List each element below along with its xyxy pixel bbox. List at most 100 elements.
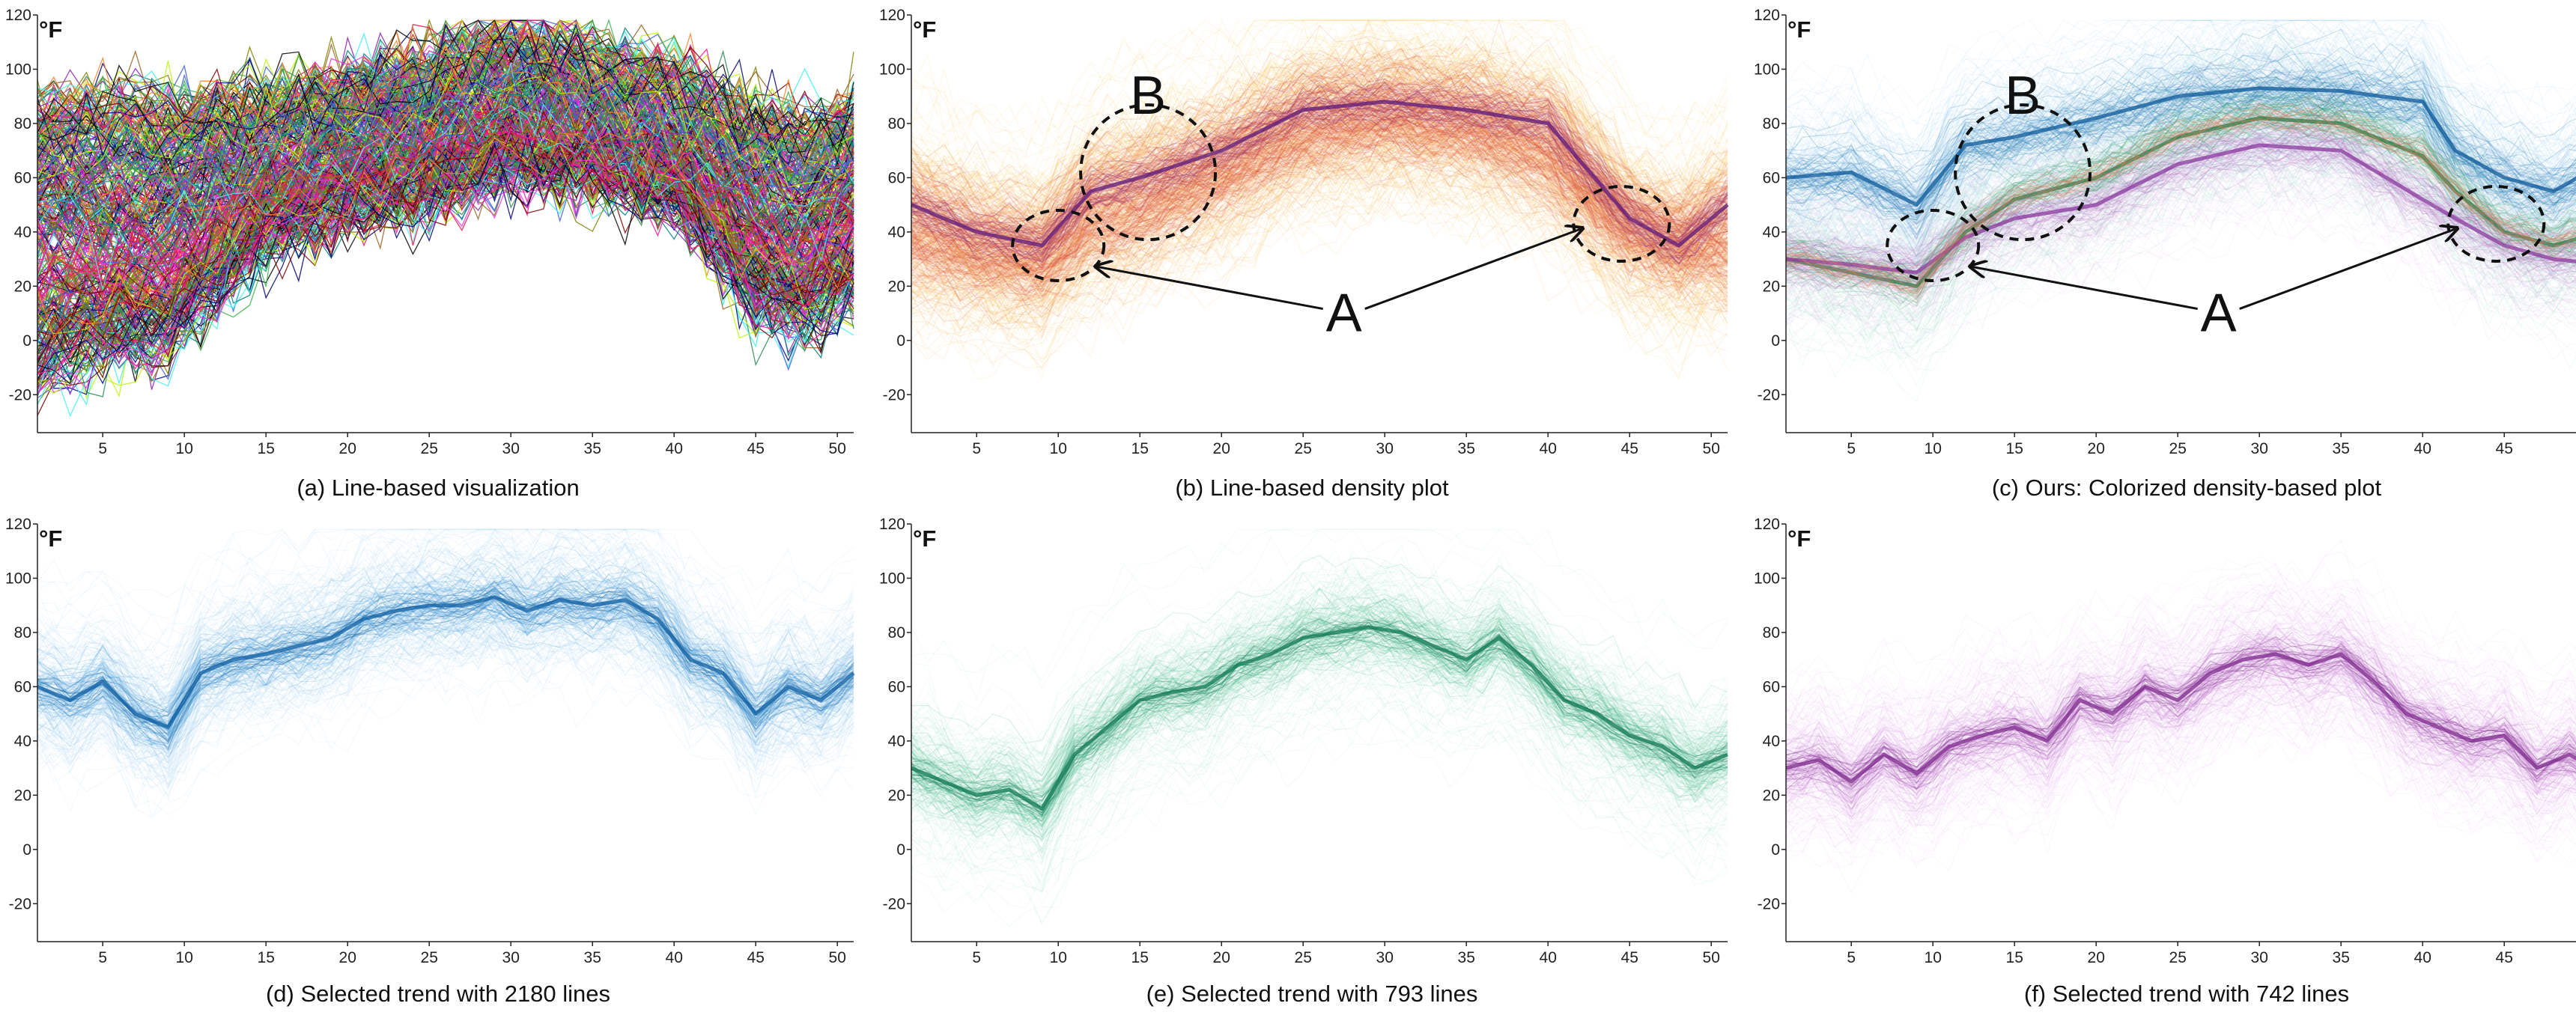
series-line (911, 51, 1728, 222)
series-line (1785, 624, 2576, 796)
series-line (1785, 104, 2576, 288)
series-line (1785, 19, 2576, 156)
series-line (1785, 650, 2576, 814)
series-line (1785, 716, 2576, 853)
series-line (1785, 635, 2576, 785)
y-tick-label: 20 (14, 787, 31, 804)
series-line (1785, 142, 2576, 284)
series-line (1785, 120, 2576, 263)
series-line (1785, 646, 2576, 793)
series-line (911, 581, 1728, 776)
series-line (911, 91, 1728, 266)
y-tick-label: 40 (1763, 224, 1780, 241)
x-tick-label: 35 (584, 440, 601, 457)
series-line (911, 100, 1728, 298)
series-line (1785, 139, 2576, 281)
series-line (37, 123, 854, 337)
series-line (1785, 125, 2576, 267)
series-line (911, 145, 1728, 299)
series-line (911, 43, 1728, 216)
series-line (1785, 203, 2576, 343)
series-line (911, 120, 1728, 292)
series-line (1785, 19, 2576, 173)
series-line (37, 542, 854, 719)
series-line (1785, 140, 2576, 350)
series-line (1785, 635, 2576, 769)
series-line (911, 104, 1728, 253)
series-line (911, 106, 1728, 278)
series-line (911, 70, 1728, 260)
series-line (1785, 128, 2576, 285)
series-line (911, 86, 1728, 248)
series-line (1785, 24, 2576, 165)
series-line (1785, 19, 2576, 141)
series-line (911, 103, 1728, 260)
y-tick-label: 60 (888, 169, 905, 186)
series-line (911, 543, 1728, 760)
annotation-circle-a (1011, 208, 1106, 282)
series-line (911, 64, 1728, 238)
series-line (1785, 165, 2576, 350)
series-line (911, 67, 1728, 242)
series-line (1785, 189, 2576, 358)
series-line (37, 528, 854, 701)
series-line (1785, 160, 2576, 353)
series-line (911, 60, 1728, 244)
series-line (911, 106, 1728, 278)
series-line (1785, 120, 2576, 268)
series-line (1785, 147, 2576, 281)
series-line (37, 591, 854, 739)
series-line (911, 103, 1728, 278)
series-line (911, 75, 1728, 252)
series-line (911, 659, 1728, 854)
y-tick-label: 0 (896, 332, 905, 350)
series-line (37, 528, 854, 691)
x-tick-label: 15 (258, 440, 275, 457)
series-line (911, 100, 1728, 276)
series-line (1785, 686, 2576, 835)
series-line (1785, 49, 2576, 189)
series-line (1785, 44, 2576, 198)
series-line (911, 156, 1728, 324)
series-line (911, 135, 1728, 302)
series-line (911, 102, 1728, 299)
series-line (37, 611, 854, 798)
series-line (911, 19, 1728, 206)
series-line (37, 620, 854, 764)
series-line (1785, 111, 2576, 297)
series-line (1785, 632, 2576, 777)
series-line (37, 528, 854, 683)
series-line (1785, 119, 2576, 304)
series-line (911, 118, 1728, 305)
series-line (1785, 68, 2576, 225)
series-line (1785, 166, 2576, 332)
series-line (1785, 82, 2576, 283)
series-line (911, 127, 1728, 309)
series-line (37, 579, 854, 713)
series-line (1785, 146, 2576, 304)
series-line (37, 558, 854, 724)
series-line (37, 528, 854, 600)
series-line (911, 150, 1728, 347)
series-line (1785, 662, 2576, 817)
series-line (37, 573, 854, 722)
series-line (911, 97, 1728, 269)
series-line (1785, 138, 2576, 262)
series-line (1785, 91, 2576, 275)
series-line (1785, 60, 2576, 198)
series-line (1785, 178, 2576, 324)
series-line (911, 612, 1728, 820)
series-line (911, 731, 1728, 927)
series-line (1785, 656, 2576, 818)
series-line (1785, 589, 2576, 744)
series-line (1785, 667, 2576, 811)
series-line (911, 97, 1728, 263)
y-tick-label: -20 (1758, 895, 1780, 912)
series-bundle (1785, 116, 2576, 308)
series-line (1785, 19, 2576, 191)
series-line (911, 642, 1728, 844)
series-line (911, 82, 1728, 238)
series-line (1785, 150, 2576, 344)
series-line (911, 632, 1728, 817)
series-line (1785, 631, 2576, 786)
